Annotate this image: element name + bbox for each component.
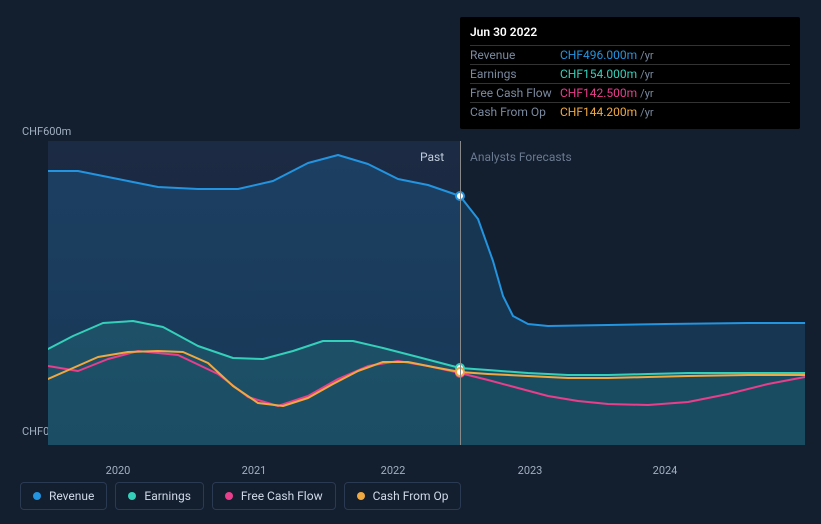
tooltip-metric-value: CHF144.200m [560,105,637,119]
tooltip-metric-name: Cash From Op [470,105,560,119]
legend-label: Free Cash Flow [241,489,323,503]
tooltip-metric-unit: /yr [640,87,653,100]
tooltip-rows: RevenueCHF496.000m/yrEarningsCHF154.000m… [470,46,790,121]
chart-legend: Revenue Earnings Free Cash Flow Cash From O… [20,482,461,510]
x-axis-tick: 2023 [518,464,543,477]
tooltip-metric-unit: /yr [640,68,653,81]
legend-label: Cash From Op [373,489,449,503]
forecast-label: Analysts Forecasts [470,150,572,164]
chart-container: CHF600m CHF0 Past Analysts Forecasts 202… [0,0,821,524]
tooltip-metric-unit: /yr [640,49,653,62]
tooltip-row: EarningsCHF154.000m/yr [470,65,790,84]
legend-dot [33,492,41,500]
chart-tooltip: Jun 30 2022 RevenueCHF496.000m/yrEarning… [460,17,800,129]
tooltip-row: Free Cash FlowCHF142.500m/yr [470,84,790,103]
x-axis-tick: 2021 [242,464,267,477]
x-axis-tick: 2020 [106,464,131,477]
tooltip-title: Jun 30 2022 [470,25,790,46]
tooltip-metric-value: CHF154.000m [560,67,637,81]
legend-item[interactable]: Revenue [20,482,107,510]
tooltip-metric-value: CHF496.000m [560,48,637,62]
tooltip-metric-name: Earnings [470,67,560,81]
tooltip-metric-name: Revenue [470,48,560,62]
tooltip-metric-name: Free Cash Flow [470,86,560,100]
legend-label: Revenue [49,489,94,503]
legend-item[interactable]: Earnings [115,482,204,510]
tooltip-metric-unit: /yr [640,106,653,119]
legend-dot [225,492,233,500]
x-axis-tick: 2024 [653,464,678,477]
tooltip-row: Cash From OpCHF144.200m/yr [470,103,790,121]
chart-svg [48,141,805,445]
legend-item[interactable]: Cash From Op [344,482,462,510]
legend-dot [357,492,365,500]
tooltip-metric-value: CHF142.500m [560,86,637,100]
x-axis-tick: 2022 [381,464,406,477]
past-label: Past [420,150,444,164]
legend-dot [128,492,136,500]
tooltip-row: RevenueCHF496.000m/yr [470,46,790,65]
past-forecast-divider [460,141,461,445]
legend-item[interactable]: Free Cash Flow [212,482,336,510]
y-axis-label-bottom: CHF0 [22,425,49,438]
y-axis-label-top: CHF600m [22,125,71,138]
legend-label: Earnings [144,489,191,503]
